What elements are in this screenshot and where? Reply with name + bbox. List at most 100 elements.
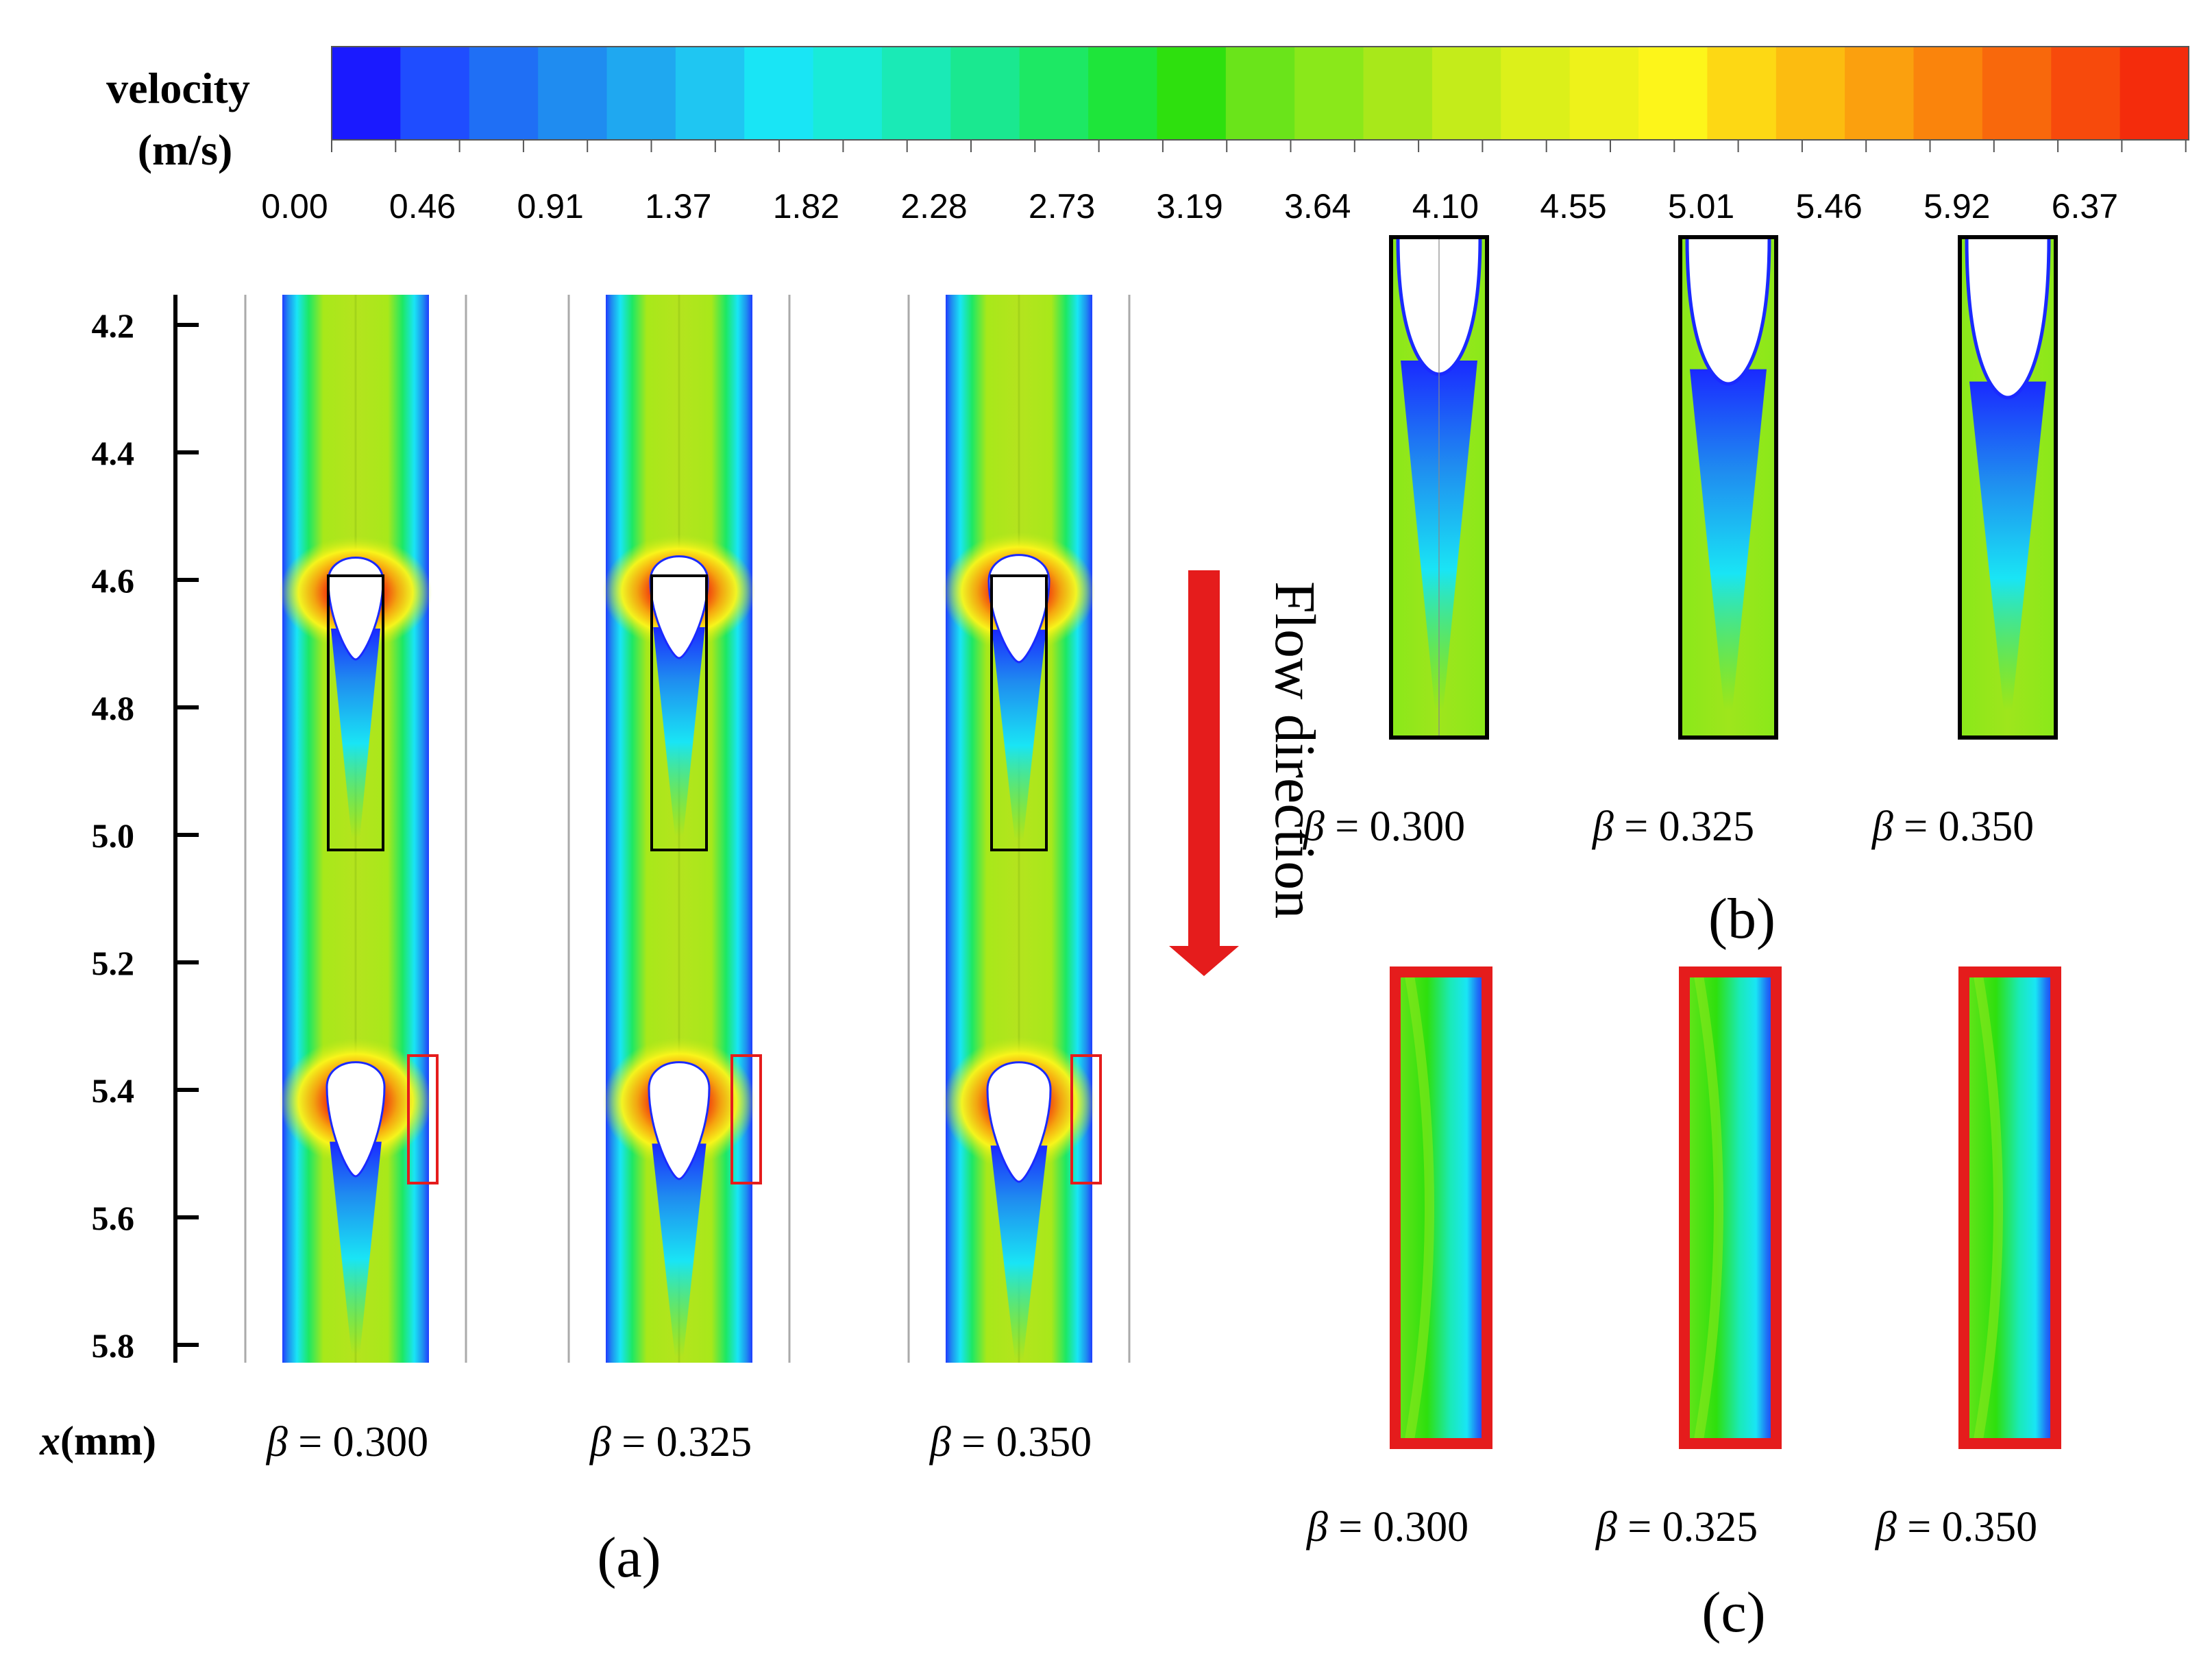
- colorbar-swatch: [469, 47, 539, 140]
- colorbar-swatch: [1157, 47, 1227, 140]
- colorbar-swatch: [1363, 47, 1433, 140]
- x-axis-label: x(mm): [39, 1418, 156, 1463]
- zoom-box-c: [407, 1054, 439, 1184]
- bubble: [649, 555, 709, 659]
- beta-value: = 0.300: [1328, 1504, 1468, 1551]
- colorbar: velocity (m/s) 0.00 0.46 0.91 1.37 1.82 2.28 2…: [106, 46, 2189, 226]
- colorbar-swatch: [950, 47, 1020, 140]
- colorbar-tick-label: 5.46: [1796, 187, 1863, 226]
- panel-a: β = 0.300 β = 0.325 β = 0.350: [244, 295, 1131, 1466]
- colorbar-swatch: [1225, 47, 1296, 140]
- zoom-contour: [1693, 971, 1723, 1445]
- panel-c-zoom: β = 0.300: [1306, 966, 1492, 1551]
- x-axis-unit: (mm): [60, 1418, 156, 1463]
- x-axis-ticks: 4.2 4.4 4.6 4.8 5.0 5.2 5.4 5.6 5.8: [92, 306, 199, 1365]
- panel-b: β = 0.300 β = 0.325 β = 0.350: [1303, 235, 2058, 850]
- zoom-wake: [1690, 369, 1767, 710]
- bubble-wake: [653, 627, 705, 836]
- colorbar-swatch: [2051, 47, 2121, 140]
- colorbar-tick-label: 0.91: [517, 187, 584, 226]
- x-axis-tick-label: 4.8: [92, 689, 135, 727]
- colorbar-swatch: [538, 47, 608, 140]
- beta-symbol: β: [589, 1419, 611, 1466]
- x-axis: 4.2 4.4 4.6 4.8 5.0 5.2 5.4 5.6 5.8 x(mm): [39, 295, 199, 1463]
- colorbar-title-line1: velocity: [106, 64, 250, 112]
- panel-b-zoom: β = 0.325: [1592, 235, 1778, 850]
- colorbar-tick-label: 2.73: [1029, 187, 1095, 226]
- flow-arrow-head: [1169, 946, 1239, 976]
- x-axis-tick-label: 5.6: [92, 1199, 135, 1237]
- beta-value: = 0.300: [288, 1419, 428, 1466]
- panel-b-label: (b): [1708, 887, 1775, 951]
- flow-arrow-shaft: [1188, 570, 1220, 954]
- zoom-velocity-field: [1964, 972, 2056, 1444]
- panel-c: β = 0.300 β = 0.325 β = 0.350: [1306, 966, 2061, 1551]
- beta-symbol: β: [1871, 803, 1893, 850]
- beta-symbol: β: [1875, 1504, 1897, 1551]
- beta-label: β = 0.325: [1592, 803, 1754, 850]
- zoom-frame: [1390, 966, 1492, 1449]
- beta-symbol: β: [1306, 1504, 1328, 1551]
- zoom-velocity-field: [1395, 972, 1487, 1444]
- colorbar-swatch: [1775, 47, 1846, 140]
- x-axis-tick-label: 5.8: [92, 1326, 135, 1365]
- colorbar-tick-label: 0.46: [389, 187, 456, 226]
- colorbar-swatch: [1845, 47, 1915, 140]
- bubble: [325, 1061, 386, 1178]
- zoom-frame: [1389, 235, 1489, 740]
- colorbar-swatch: [400, 47, 470, 140]
- beta-label: β = 0.325: [589, 1419, 752, 1466]
- colorbar-title-line2: (m/s): [138, 125, 233, 174]
- colorbar-swatch: [1638, 47, 1708, 140]
- zoom-box-b: [327, 574, 384, 851]
- zoom-box-c: [730, 1054, 762, 1184]
- beta-label: β = 0.325: [1595, 1504, 1758, 1551]
- beta-label: β = 0.350: [929, 1419, 1092, 1466]
- zoom-frame: [1679, 966, 1782, 1449]
- zoom-wake: [1969, 381, 2046, 710]
- colorbar-swatch: [1913, 47, 1983, 140]
- colorbar-tick-label: 1.37: [645, 187, 711, 226]
- bubble-wake: [331, 629, 380, 838]
- beta-value: = 0.325: [1617, 1504, 1758, 1551]
- beta-symbol: β: [929, 1419, 951, 1466]
- colorbar-tick-label: 0.00: [261, 187, 328, 226]
- beta-symbol: β: [266, 1419, 288, 1466]
- beta-value: = 0.325: [611, 1419, 752, 1466]
- colorbar-swatch: [1019, 47, 1090, 140]
- bubble-wake: [992, 629, 1046, 840]
- colorbar-swatch: [744, 47, 814, 140]
- colorbar-swatch: [332, 47, 402, 140]
- bubble: [987, 554, 1050, 664]
- x-axis-tick-label: 4.4: [92, 434, 135, 472]
- flow-direction-label: Flow direction: [1263, 581, 1327, 919]
- colorbar-swatch: [606, 47, 676, 140]
- zoom-frame: [1958, 966, 2061, 1449]
- zoom-bubble-tail: [1965, 235, 2051, 400]
- bubble-wake: [330, 1141, 382, 1354]
- panel-c-zoom: β = 0.350: [1875, 966, 2061, 1551]
- colorbar-swatch: [1982, 47, 2052, 140]
- colorbar-swatch: [675, 47, 746, 140]
- panel-a-column: β = 0.350: [907, 295, 1131, 1466]
- bubble-wake: [990, 1145, 1048, 1360]
- colorbar-swatch: [1569, 47, 1640, 140]
- beta-value: = 0.350: [1897, 1504, 2037, 1551]
- beta-label: β = 0.300: [1303, 803, 1465, 850]
- colorbar-tick-label: 1.82: [773, 187, 839, 226]
- colorbar-swatch: [1431, 47, 1502, 140]
- beta-symbol: β: [1595, 1504, 1617, 1551]
- zoom-box-b: [650, 574, 708, 851]
- colorbar-swatch: [2119, 47, 2189, 140]
- beta-symbol: β: [1303, 803, 1325, 850]
- zoom-box-b: [990, 574, 1048, 851]
- panel-b-zoom: β = 0.300: [1303, 235, 1489, 850]
- bubble: [648, 1061, 711, 1180]
- panel-c-zoom: β = 0.325: [1595, 966, 1782, 1551]
- x-axis-tick-label: 4.6: [92, 561, 135, 600]
- beta-value: = 0.350: [1893, 803, 2034, 850]
- zoom-contour: [1404, 971, 1434, 1445]
- x-axis-tick-label: 4.2: [92, 306, 135, 345]
- colorbar-swatch: [1501, 47, 1571, 140]
